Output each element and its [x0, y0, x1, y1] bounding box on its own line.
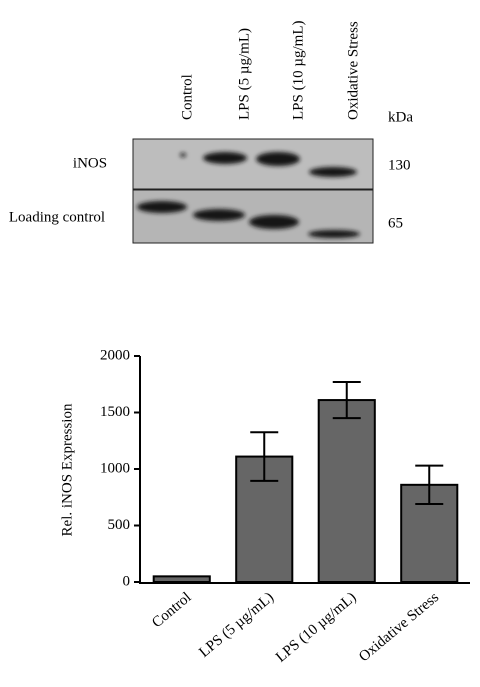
y-axis-label: Rel. iNOS Expression — [59, 403, 75, 536]
blot-panel — [132, 138, 374, 190]
kda-header: kDa — [388, 109, 413, 125]
band — [137, 201, 187, 213]
band — [193, 209, 245, 221]
x-tick-label: LPS (10 µg/mL) — [273, 589, 359, 665]
row-label: Loading control — [9, 209, 105, 225]
x-tick-label: LPS (5 µg/mL) — [196, 589, 277, 660]
band — [309, 167, 357, 177]
lane-label: LPS (5 µg/mL) — [236, 28, 252, 120]
y-tick-label: 2000 — [100, 347, 130, 363]
y-tick-label: 500 — [108, 517, 131, 533]
band — [249, 215, 299, 229]
y-tick-label: 1000 — [100, 460, 130, 476]
lane-label: LPS (10 µg/mL) — [290, 21, 306, 120]
y-tick-label: 1500 — [100, 404, 130, 420]
x-tick-label: Oxidative Stress — [356, 589, 442, 665]
bar — [152, 575, 211, 583]
kda-label: 65 — [388, 215, 403, 231]
kda-label: 130 — [388, 157, 411, 173]
x-tick-label: Control — [149, 589, 194, 631]
bar — [235, 455, 294, 584]
band — [203, 152, 247, 164]
lane-label: Oxidative Stress — [345, 21, 361, 120]
row-label: iNOS — [73, 155, 107, 171]
bar — [317, 399, 376, 583]
band — [308, 230, 360, 238]
bands — [137, 152, 360, 238]
lane-label: Control — [179, 74, 195, 120]
band — [256, 152, 300, 166]
y-tick-label: 0 — [123, 573, 131, 589]
band — [180, 153, 186, 157]
